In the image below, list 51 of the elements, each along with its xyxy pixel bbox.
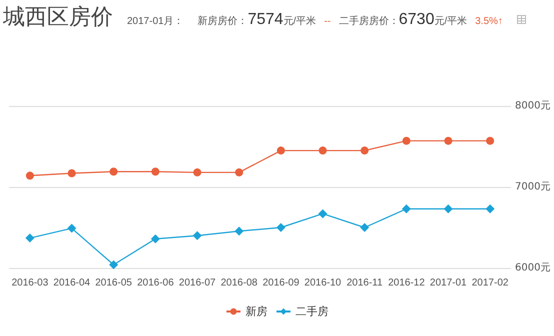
x-tick-label: 2017-02 (472, 278, 509, 288)
point (360, 223, 370, 232)
text: -- (324, 16, 331, 27)
point (192, 231, 202, 240)
x-tick-label: 2016-12 (388, 278, 426, 288)
chart-title: 城西区房价 (3, 3, 113, 31)
text: 2017-01月： (127, 15, 184, 28)
y-tick-label: 7000元 (515, 182, 550, 192)
x-tick-label: 2016-06 (137, 278, 174, 288)
point (25, 234, 34, 243)
point (486, 136, 494, 145)
y-tick-label: 8000元 (515, 100, 550, 112)
legend-label: 新房 (246, 305, 268, 318)
x-tick-label: 2016-03 (12, 278, 49, 288)
text: 新房房价： (198, 14, 248, 28)
point (26, 172, 34, 180)
x-tick-label: 2016-11 (346, 278, 383, 288)
point (444, 204, 453, 214)
text: 6730 (398, 11, 434, 29)
text: 元/平米 (283, 14, 316, 28)
text: 3.5%↑ (475, 16, 503, 27)
x-tick-label: 2016-05 (95, 278, 132, 288)
x-tick-label: 2016-09 (262, 278, 300, 288)
point (360, 146, 369, 155)
point (486, 204, 495, 214)
x-tick-label: 2016-04 (53, 278, 91, 288)
x-tick-label: 2017-01 (430, 278, 468, 288)
x-tick-label: 2016-07 (178, 278, 216, 288)
point (110, 168, 118, 176)
point (318, 209, 328, 218)
point (444, 136, 452, 145)
point (151, 168, 160, 176)
text: 7574 (248, 11, 284, 29)
point (193, 168, 202, 176)
x-tick-label: 2016-10 (304, 278, 342, 288)
point (68, 169, 76, 178)
point (150, 234, 160, 244)
point (235, 168, 244, 176)
point (402, 136, 410, 145)
y-tick-label: 6000元 (515, 262, 550, 274)
point (67, 224, 76, 233)
legend-label: 二手房 (296, 305, 328, 318)
point (234, 226, 244, 236)
text: 元/平米 (434, 14, 468, 28)
point (318, 146, 327, 155)
point (276, 146, 285, 155)
point (276, 223, 286, 232)
text: 二手房房价： (338, 14, 399, 28)
point (402, 204, 411, 214)
point (109, 260, 118, 270)
x-tick-label: 2016-08 (220, 278, 258, 288)
